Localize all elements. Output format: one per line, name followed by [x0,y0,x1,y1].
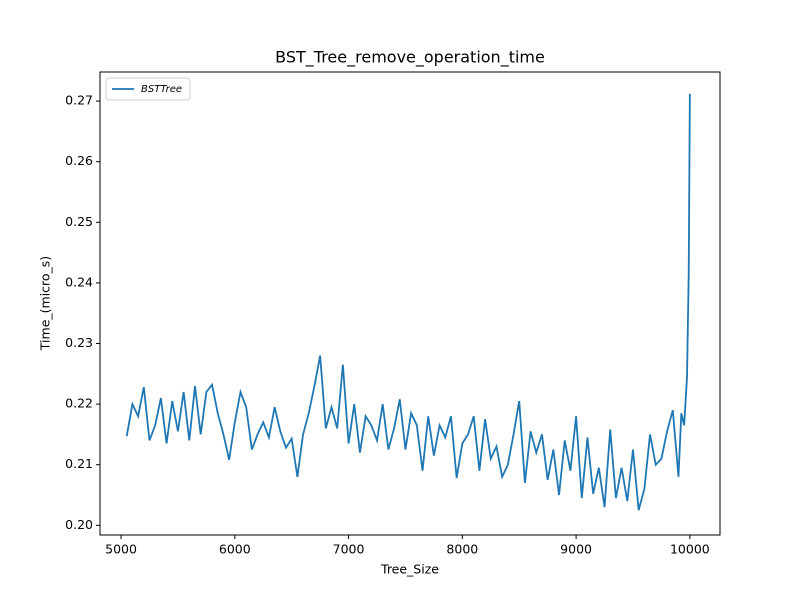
y-tick-label: 0.20 [65,517,93,532]
x-axis-label: Tree_Size [380,562,439,577]
y-tick-label: 0.23 [65,335,93,350]
data-line [125,93,691,511]
y-tick-label: 0.26 [65,153,93,168]
x-tick-label: 6000 [219,542,251,557]
y-tick-label: 0.25 [65,214,93,229]
legend-label: BSTTree [141,84,182,95]
x-tick-label: 7000 [333,542,365,557]
y-tick-label: 0.21 [65,456,93,471]
chart-title: BST_Tree_remove_operation_time [275,48,545,68]
y-axis-label: Time_(micro_s) [38,256,53,351]
x-tick-label: 5000 [105,542,137,557]
x-tick-label: 8000 [446,542,478,557]
legend-box [105,77,191,101]
y-tick-label: 0.24 [65,274,93,289]
plot-frame [99,71,721,536]
y-tick-label: 0.22 [65,396,93,411]
y-tick-label: 0.27 [65,93,93,108]
x-tick-label: 10000 [670,542,710,557]
x-tick-label: 9000 [560,542,592,557]
